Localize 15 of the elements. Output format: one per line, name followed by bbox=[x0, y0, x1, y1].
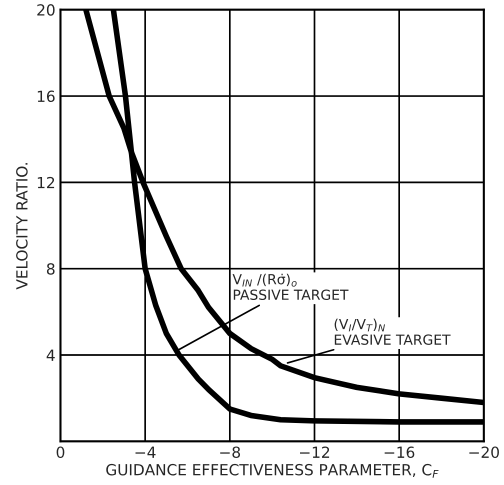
y-tick-label: 20 bbox=[37, 4, 55, 16]
x-tick-label: 0 bbox=[56, 446, 64, 458]
y-tick-label: 8 bbox=[46, 263, 55, 275]
x-tick-label: −12 bbox=[300, 446, 330, 458]
y-tick-label: 12 bbox=[38, 176, 54, 188]
x-tick-label: −4 bbox=[136, 446, 156, 458]
x-tick-label: −20 bbox=[469, 446, 499, 458]
x-tick-label: −8 bbox=[220, 446, 240, 458]
y-tick-label: 16 bbox=[38, 90, 55, 102]
x-tick-label: −16 bbox=[384, 446, 414, 458]
x-axis-title: GUIDANCE EFFECTIVENESS PARAMETER, C$_{F}$ bbox=[106, 464, 439, 478]
y-tick-label: 4 bbox=[46, 350, 55, 361]
annotation: (V$_{I}$/V$_{T}$)$_{N}$ EVASIVE TARGET bbox=[334, 318, 451, 345]
annotation: V$_{IN}$ /(Rσ̇)$_{o}$ PASSIVE TARGET bbox=[232, 274, 348, 300]
y-axis-title: VELOCITY RATIO. bbox=[16, 163, 28, 290]
